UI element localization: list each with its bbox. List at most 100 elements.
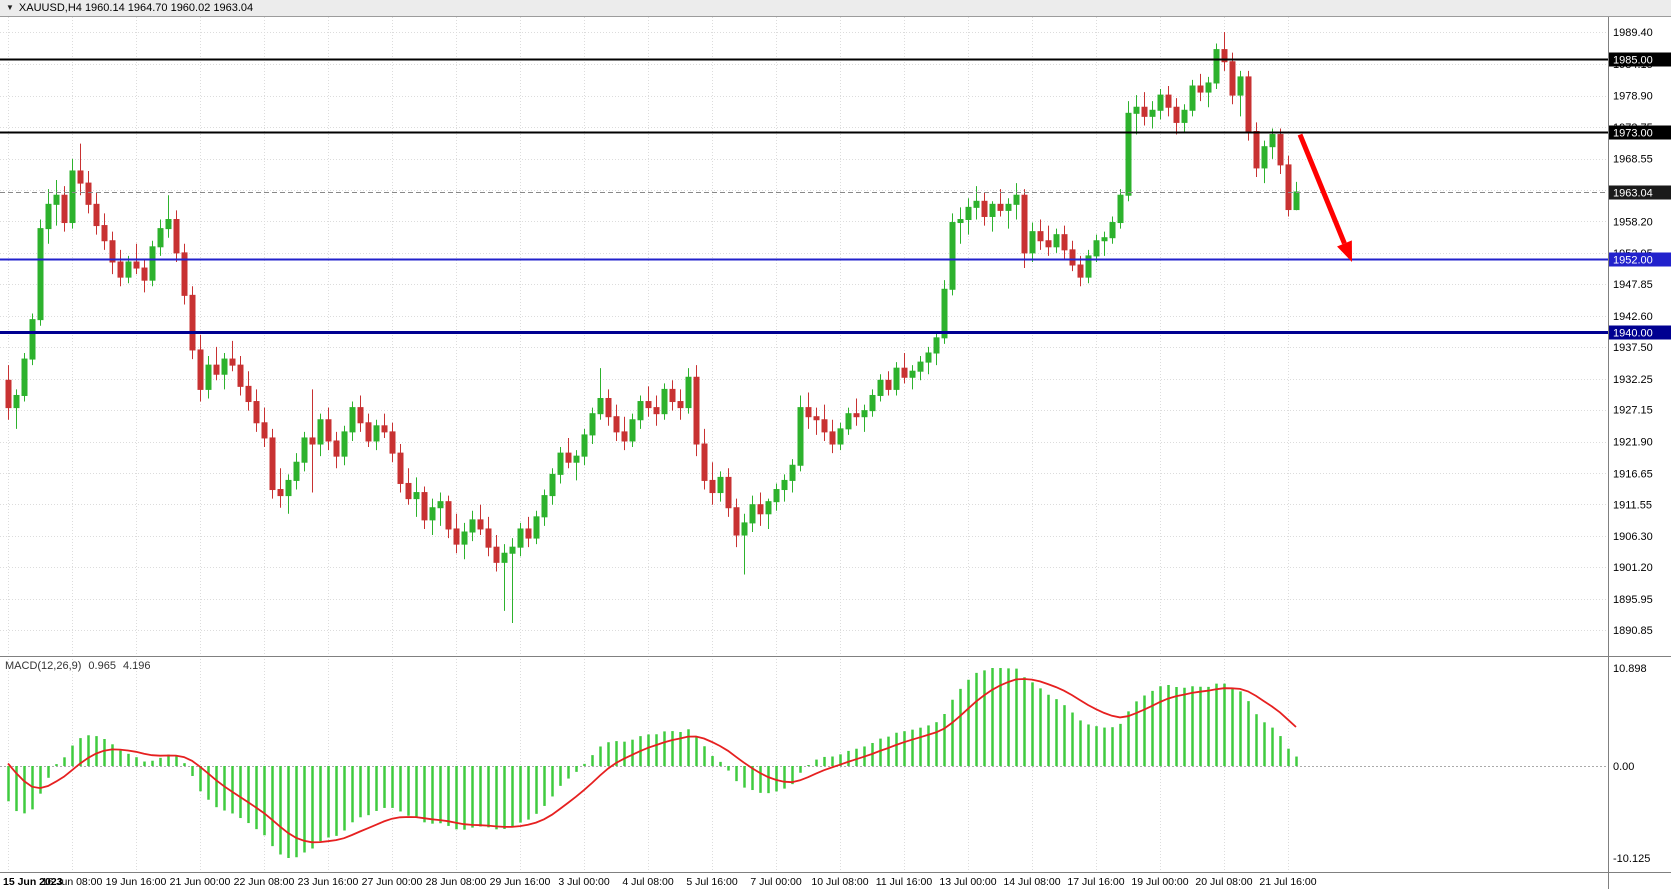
price-axis-label: 1921.90: [1613, 437, 1653, 449]
trend-arrow[interactable]: [1297, 133, 1352, 262]
price-box: [1609, 325, 1671, 340]
candle-bear: [189, 294, 196, 351]
price-axis-label: 1968.55: [1613, 154, 1653, 166]
price-box-label: 1963.04: [1613, 188, 1653, 200]
candle-bull: [1013, 194, 1020, 205]
candle-bull: [1125, 112, 1132, 196]
price-box-label: 1973.00: [1613, 128, 1653, 140]
candle-bull: [1157, 94, 1164, 111]
candle-bull: [909, 370, 916, 378]
arrow-head[interactable]: [1337, 240, 1352, 262]
candle-bear: [181, 252, 188, 296]
arrow-shaft[interactable]: [1297, 133, 1347, 245]
price-axis[interactable]: 1989.401984.151978.901973.751968.551963.…: [1613, 27, 1653, 637]
candle-bull: [661, 388, 668, 415]
price-axis-label: 1932.25: [1613, 374, 1653, 386]
time-axis-label: 21 Jun 00:00: [170, 876, 231, 888]
price-axis-label: 1947.85: [1613, 279, 1653, 291]
candle-bull: [437, 501, 444, 509]
candle-bull: [765, 501, 772, 515]
candle-bear: [277, 489, 284, 497]
candles: [5, 32, 1300, 624]
candle-bull: [741, 522, 748, 536]
macd-signal-line: [7, 678, 1297, 844]
candle-bear: [709, 479, 716, 494]
candle-bull: [221, 358, 228, 375]
time-axis-label: 29 Jun 16:00: [490, 876, 551, 888]
candle-bull: [781, 479, 788, 491]
price-box: [1609, 52, 1671, 67]
chart-title-bar[interactable]: ▼ XAUUSD,H4 1960.14 1964.70 1960.02 1963.…: [0, 0, 1671, 17]
candle-bear: [645, 401, 652, 409]
candle-bear: [365, 422, 372, 442]
candle-bear: [1037, 231, 1044, 242]
candle-bull: [973, 200, 980, 208]
candle-bull: [1101, 237, 1108, 242]
candle-bull: [573, 455, 580, 463]
candle-bull: [1117, 194, 1124, 224]
time-axis-label: 15 Jun 2023: [3, 876, 63, 888]
candle-bear: [141, 267, 148, 281]
candle-bear: [813, 416, 820, 421]
candle-bear: [357, 407, 364, 424]
time-axis-label: 21 Jul 16:00: [1259, 876, 1316, 888]
candle-bull: [341, 431, 348, 457]
macd-axis[interactable]: 10.898 0.00 -10.125: [1613, 663, 1650, 865]
candle-bull: [21, 358, 28, 396]
candle-bear: [1221, 49, 1228, 63]
candle-bull: [29, 319, 36, 360]
candle-bull: [1133, 106, 1140, 114]
price-box-1973.00: 1973.00: [1609, 125, 1671, 140]
candle-bear: [389, 431, 396, 454]
candle-bull: [1181, 109, 1188, 123]
candle-bear: [61, 194, 68, 224]
indicator-value-main: 0.965: [88, 660, 116, 672]
symbol-menu-icon[interactable]: ▼: [6, 3, 14, 12]
candle-bull: [957, 219, 964, 224]
candle-bull: [149, 246, 156, 281]
candle-bull: [45, 203, 52, 230]
time-axis-label: 7 Jul 00:00: [750, 876, 802, 888]
price-box-1940.00: 1940.00: [1609, 325, 1671, 340]
price-box-1985.00: 1985.00: [1609, 52, 1671, 67]
candle-bear: [1253, 131, 1260, 169]
candle-bear: [669, 388, 676, 403]
candle-bull: [549, 473, 556, 497]
candle-bull: [165, 219, 172, 230]
candle-bull: [1205, 82, 1212, 93]
candle-bull: [293, 461, 300, 481]
candle-bear: [1069, 249, 1076, 266]
candle-bull: [861, 410, 868, 418]
candle-bull: [461, 531, 468, 545]
macd-axis-max: 10.898: [1613, 663, 1647, 675]
time-axis-label: 3 Jul 00:00: [558, 876, 610, 888]
price-box: [1609, 185, 1671, 200]
price-axis-label: 1978.90: [1613, 91, 1653, 103]
candle-bear: [325, 419, 332, 442]
candle-bull: [1053, 234, 1060, 248]
candle-bear: [421, 492, 428, 521]
price-box: [1609, 252, 1671, 267]
price-axis-label: 1895.95: [1613, 594, 1653, 606]
candle-bear: [405, 482, 412, 500]
price-axis-label: 1906.30: [1613, 531, 1653, 543]
candle-bear: [1021, 194, 1028, 254]
candle-bull: [1005, 203, 1012, 211]
time-axis-label: 28 Jun 08:00: [426, 876, 487, 888]
candle-bull: [989, 203, 996, 217]
candle-bull: [125, 261, 132, 278]
candle-bear: [621, 431, 628, 442]
time-axis-label: 23 Jun 16:00: [298, 876, 359, 888]
indicator-name: MACD(12,26,9): [5, 660, 82, 672]
candle-bear: [213, 364, 220, 375]
candle-bear: [1197, 85, 1204, 93]
candle-bull: [797, 407, 804, 466]
candle-bear: [733, 507, 740, 536]
candle-bear: [93, 203, 100, 227]
candle-bull: [773, 489, 780, 503]
candle-bull: [469, 519, 476, 533]
candle-bull: [69, 170, 76, 224]
candle-bear: [1045, 240, 1052, 248]
